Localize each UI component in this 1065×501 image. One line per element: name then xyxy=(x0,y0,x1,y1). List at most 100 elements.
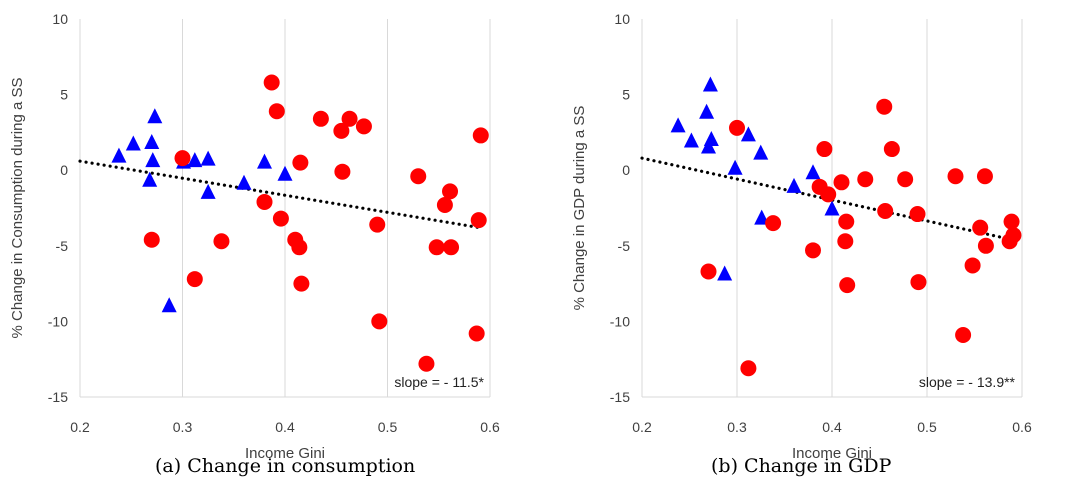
y-tick-label: -15 xyxy=(48,389,68,405)
data-point-triangle xyxy=(703,130,719,146)
data-point-circle xyxy=(897,171,914,188)
data-point-circle xyxy=(436,196,453,213)
data-point-circle xyxy=(883,141,900,158)
data-point-circle xyxy=(838,213,855,230)
y-tick-label: -10 xyxy=(610,313,630,329)
data-point-circle xyxy=(947,168,964,185)
x-tick-label: 0.5 xyxy=(378,419,398,435)
data-point-circle xyxy=(428,239,445,256)
data-point-circle xyxy=(369,216,386,233)
slope-annotation: slope = - 11.5* xyxy=(394,374,484,390)
data-point-triangle xyxy=(111,147,127,163)
data-point-circle xyxy=(977,237,994,254)
data-point-triangle xyxy=(144,133,160,149)
data-point-circle xyxy=(857,171,874,188)
data-point-triangle xyxy=(236,174,252,190)
data-point-triangle xyxy=(740,126,756,142)
y-tick-label: 10 xyxy=(52,11,68,27)
y-tick-label: 5 xyxy=(60,87,68,103)
x-tick-label: 0.2 xyxy=(70,419,90,435)
data-point-circle xyxy=(341,110,358,127)
data-point-circle xyxy=(976,168,993,185)
data-point-circle xyxy=(955,327,972,344)
data-point-circle xyxy=(700,263,717,280)
data-point-circle xyxy=(1003,213,1020,230)
y-tick-label: -5 xyxy=(618,238,631,254)
x-tick-label: 0.4 xyxy=(275,419,295,435)
x-axis-title: Income Gini xyxy=(792,445,872,462)
data-point-circle xyxy=(729,119,745,136)
y-tick-label: -10 xyxy=(48,313,68,329)
data-point-circle xyxy=(876,98,893,115)
data-point-circle xyxy=(972,219,989,236)
data-point-circle xyxy=(765,215,782,232)
data-point-triangle xyxy=(200,183,216,199)
data-point-circle xyxy=(468,325,485,342)
data-point-circle xyxy=(263,74,280,91)
x-tick-label: 0.3 xyxy=(727,419,747,435)
x-tick-label: 0.3 xyxy=(173,419,193,435)
data-point-circle xyxy=(174,150,191,167)
data-point-triangle xyxy=(683,132,699,148)
data-point-circle xyxy=(833,174,850,191)
data-point-circle xyxy=(186,271,203,288)
data-point-circle xyxy=(910,274,927,291)
data-point-triangle xyxy=(670,117,686,133)
y-tick-label: 10 xyxy=(614,11,630,27)
data-point-circle xyxy=(292,154,309,171)
data-point-triangle xyxy=(200,150,216,166)
data-point-circle xyxy=(820,186,837,203)
data-point-triangle xyxy=(257,153,272,169)
y-tick-label: -5 xyxy=(56,238,69,254)
data-point-circle xyxy=(877,203,894,220)
data-point-circle xyxy=(472,127,489,144)
data-point-circle xyxy=(291,239,308,256)
data-point-triangle xyxy=(753,144,769,160)
data-point-circle xyxy=(355,118,372,135)
y-tick-label: 5 xyxy=(622,87,630,103)
y-axis-title: % Change in GDP during a SS xyxy=(571,106,588,311)
x-tick-label: 0.6 xyxy=(1012,419,1032,435)
data-point-triangle xyxy=(702,76,718,92)
slope-annotation: slope = - 13.9** xyxy=(919,374,1016,390)
data-point-triangle xyxy=(161,297,177,313)
data-point-circle xyxy=(143,231,160,248)
data-point-triangle xyxy=(147,108,163,124)
data-point-triangle xyxy=(717,265,733,281)
data-point-circle xyxy=(293,275,310,292)
data-point-triangle xyxy=(701,138,716,154)
data-point-circle xyxy=(805,242,821,259)
data-point-circle xyxy=(837,233,854,250)
y-axis-title: % Change in Consumption during a SS xyxy=(9,78,26,339)
scatter-chart-gdp: 10 5 0 -5 -10 -150.2 0.3 0.4 0.5 0.6 Income Gini % … xyxy=(571,11,1032,462)
data-point-triangle xyxy=(142,171,158,187)
data-point-circle xyxy=(470,212,487,229)
data-point-circle xyxy=(312,110,329,127)
data-point-circle xyxy=(371,313,388,330)
x-tick-label: 0.4 xyxy=(822,419,842,435)
data-point-circle xyxy=(333,122,350,139)
data-point-circle xyxy=(213,233,230,250)
data-point-circle xyxy=(410,168,427,185)
data-point-triangle xyxy=(824,200,840,216)
data-point-circle xyxy=(839,277,856,294)
chart-panel-consumption: 10 5 0 -5 -10 -15 0.2 0.3 0.4 0.5 0.6 Income Gini % … xyxy=(0,0,532,501)
y-tick-label: 0 xyxy=(60,162,68,178)
data-point-circle xyxy=(442,183,459,200)
data-point-circle xyxy=(964,257,981,274)
data-point-circle xyxy=(740,360,757,377)
data-point-triangle xyxy=(145,152,161,168)
data-point-triangle xyxy=(727,159,743,175)
trendline xyxy=(78,159,482,230)
data-point-circle xyxy=(1005,227,1022,244)
x-tick-label: 0.5 xyxy=(917,419,937,435)
data-point-circle xyxy=(334,163,351,180)
caption-consumption: (a) Change in consumption xyxy=(155,455,416,477)
scatter-chart-consumption: 10 5 0 -5 -10 -150.2 0.3 0.4 0.5 0.6 Income Gini % … xyxy=(9,11,500,462)
y-tick-label: -15 xyxy=(610,389,630,405)
data-point-triangle xyxy=(125,135,141,151)
data-point-circle xyxy=(909,206,926,223)
data-point-triangle xyxy=(805,164,821,180)
data-point-circle xyxy=(272,210,289,227)
x-axis-title: Income Gini xyxy=(245,445,325,462)
